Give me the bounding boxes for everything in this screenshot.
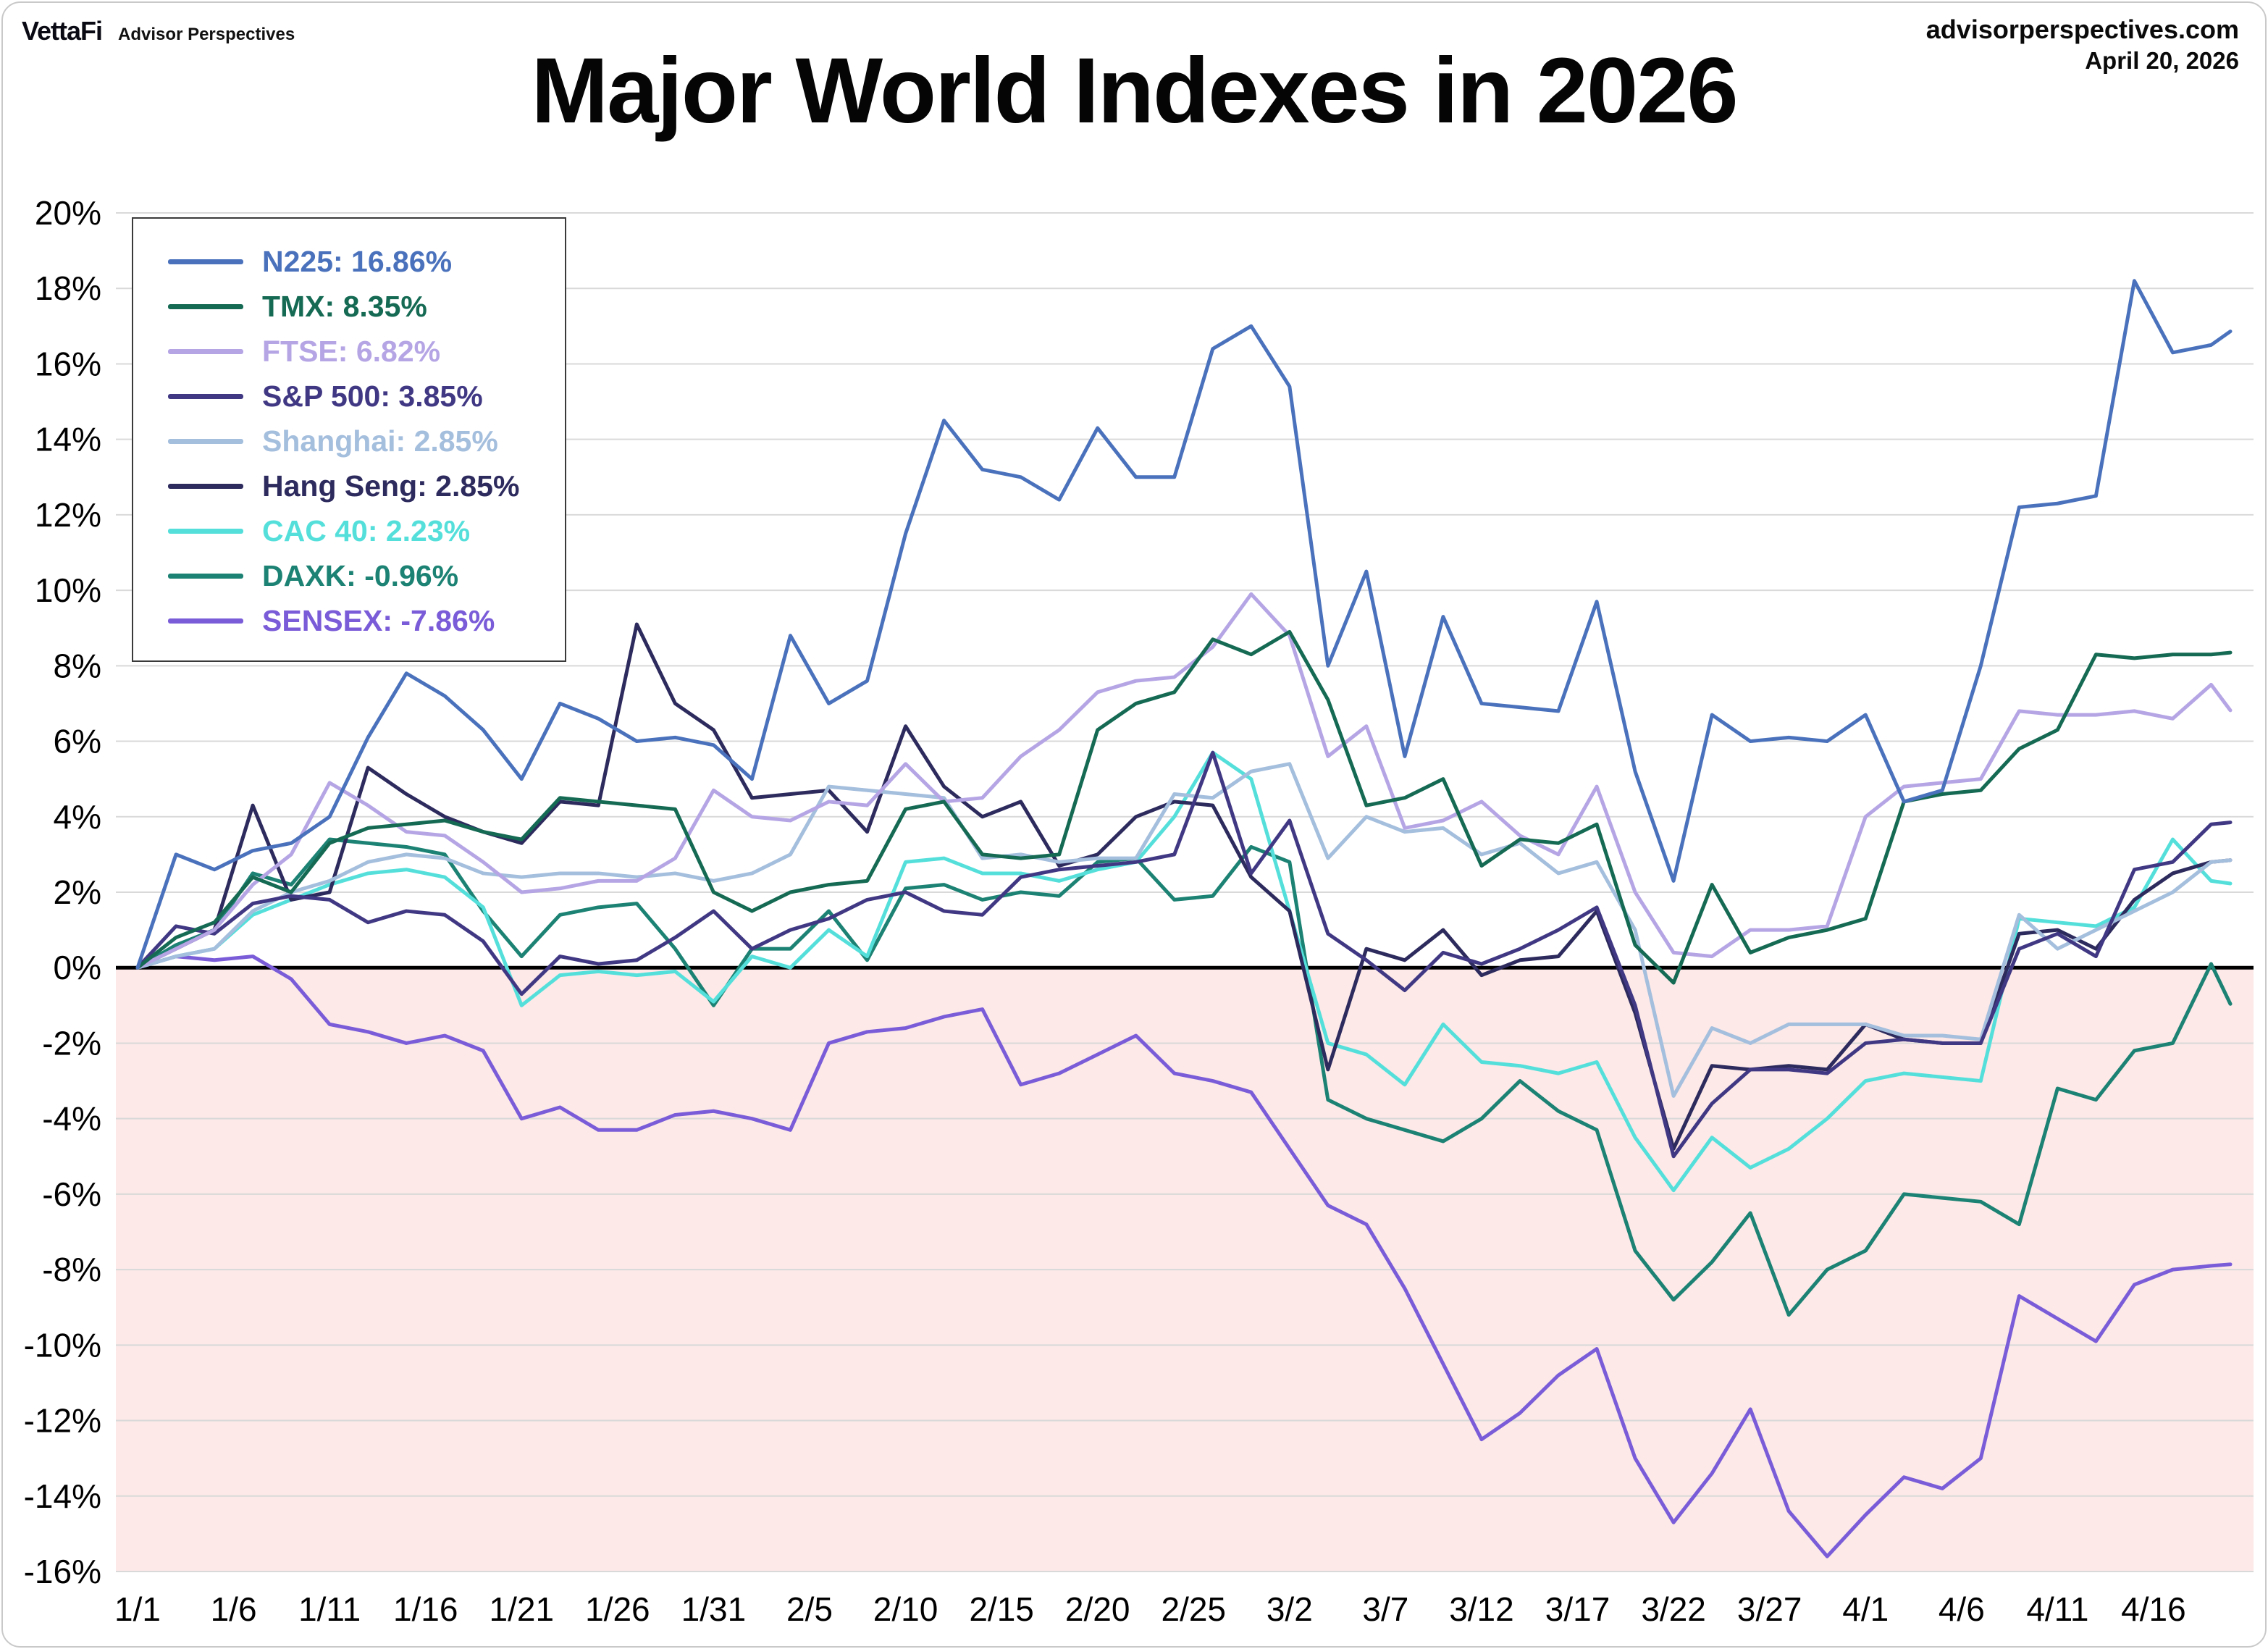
legend-label: Shanghai: 2.85%	[262, 424, 498, 458]
legend-swatch	[168, 528, 243, 534]
legend-label: TMX: 8.35%	[262, 289, 427, 323]
x-axis-label: 3/27	[1737, 1590, 1802, 1628]
legend-label: Hang Seng: 2.85%	[262, 469, 520, 503]
series-line-cac-40	[135, 750, 2233, 1193]
x-axis-label: 2/15	[969, 1590, 1034, 1628]
x-axis-label: 2/5	[786, 1590, 833, 1628]
legend-item: SENSEX: -7.86%	[168, 598, 565, 643]
legend-swatch	[168, 303, 243, 309]
x-axis-label: 1/1	[114, 1590, 161, 1628]
x-axis-label: 3/12	[1449, 1590, 1514, 1628]
legend-label: N225: 16.86%	[262, 244, 453, 278]
legend-item: FTSE: 6.82%	[168, 329, 565, 374]
x-axis-label: 1/16	[393, 1590, 458, 1628]
series-line-s-p-500	[135, 750, 2233, 1159]
legend-item: CAC 40: 2.23%	[168, 508, 565, 553]
legend-item: S&P 500: 3.85%	[168, 374, 565, 419]
legend-label: CAC 40: 2.23%	[262, 513, 471, 547]
legend-swatch	[168, 618, 243, 624]
x-axis-label: 1/11	[298, 1590, 361, 1628]
x-axis-label: 1/31	[681, 1590, 747, 1628]
y-axis-label: 20%	[35, 194, 101, 232]
vettafi-logo-text: VettaFi	[22, 16, 103, 46]
x-axis-label: 3/2	[1267, 1590, 1313, 1628]
y-axis-label: -12%	[24, 1402, 101, 1440]
legend-item: Hang Seng: 2.85%	[168, 463, 565, 508]
y-axis-label: -16%	[24, 1553, 101, 1590]
legend-item: N225: 16.86%	[168, 239, 565, 284]
x-axis-label: 2/20	[1065, 1590, 1130, 1628]
x-axis-label: 4/6	[1939, 1590, 1985, 1628]
x-axis-label: 3/22	[1641, 1590, 1706, 1628]
legend-label: DAXK: -0.96%	[262, 558, 459, 592]
y-axis-label: 8%	[54, 647, 101, 684]
y-axis-label: -4%	[42, 1100, 101, 1138]
legend-label: S&P 500: 3.85%	[262, 379, 483, 413]
legend-item: TMX: 8.35%	[168, 284, 565, 329]
y-axis-label: -14%	[24, 1477, 101, 1515]
series-line-daxk	[135, 837, 2233, 1317]
series-line-sensex	[135, 954, 2233, 1558]
legend-label: SENSEX: -7.86%	[262, 603, 495, 637]
x-axis-label: 1/26	[585, 1590, 650, 1628]
y-axis-label: 18%	[35, 269, 101, 307]
x-axis-label: 2/10	[873, 1590, 938, 1628]
source-attribution: advisorperspectives.com April 20, 2026	[1926, 13, 2239, 75]
source-site: advisorperspectives.com	[1925, 14, 2239, 44]
chart-legend: N225: 16.86% TMX: 8.35% FTSE: 6.82% S&P 500…	[132, 217, 566, 662]
vettafi-logo: VettaFi Advisor Perspectives	[22, 16, 295, 46]
legend-swatch	[168, 259, 243, 264]
x-axis-label: 4/1	[1842, 1590, 1889, 1628]
y-axis-label: -6%	[42, 1175, 101, 1213]
x-axis-label: 1/21	[490, 1590, 555, 1628]
y-axis-label: 16%	[35, 345, 101, 382]
y-axis-label: 4%	[54, 798, 101, 836]
y-axis-label: 0%	[54, 949, 101, 986]
legend-swatch	[168, 348, 243, 354]
vettafi-logo-subtitle: Advisor Perspectives	[118, 25, 295, 44]
legend-swatch	[168, 438, 243, 444]
legend-swatch	[168, 483, 243, 489]
legend-swatch	[168, 393, 243, 399]
legend-swatch	[168, 573, 243, 579]
y-axis-label: -10%	[24, 1326, 101, 1364]
series-line-tmx	[135, 629, 2233, 985]
x-axis-label: 4/11	[2026, 1590, 2088, 1628]
y-axis-label: 2%	[54, 873, 101, 911]
page-title: Major World Indexes in 2026	[531, 39, 1738, 143]
y-axis-label: 12%	[35, 496, 101, 534]
y-axis-label: 10%	[35, 571, 101, 609]
x-axis-label: 2/25	[1161, 1590, 1226, 1628]
x-axis-label: 3/7	[1362, 1590, 1408, 1628]
series-line-shanghai	[135, 762, 2233, 1098]
y-axis-label: -2%	[42, 1024, 101, 1062]
y-axis-label: 14%	[35, 421, 101, 458]
x-axis-label: 4/16	[2121, 1590, 2186, 1628]
legend-label: FTSE: 6.82%	[262, 334, 441, 368]
x-axis-label: 3/17	[1545, 1590, 1610, 1628]
x-axis-label: 1/6	[211, 1590, 257, 1628]
legend-item: Shanghai: 2.85%	[168, 419, 565, 463]
y-axis-label: -8%	[42, 1251, 101, 1288]
series-line-n225	[135, 279, 2233, 970]
legend-item: DAXK: -0.96%	[168, 553, 565, 598]
report-date: April 20, 2026	[2085, 47, 2239, 74]
y-axis-label: 6%	[54, 723, 101, 760]
